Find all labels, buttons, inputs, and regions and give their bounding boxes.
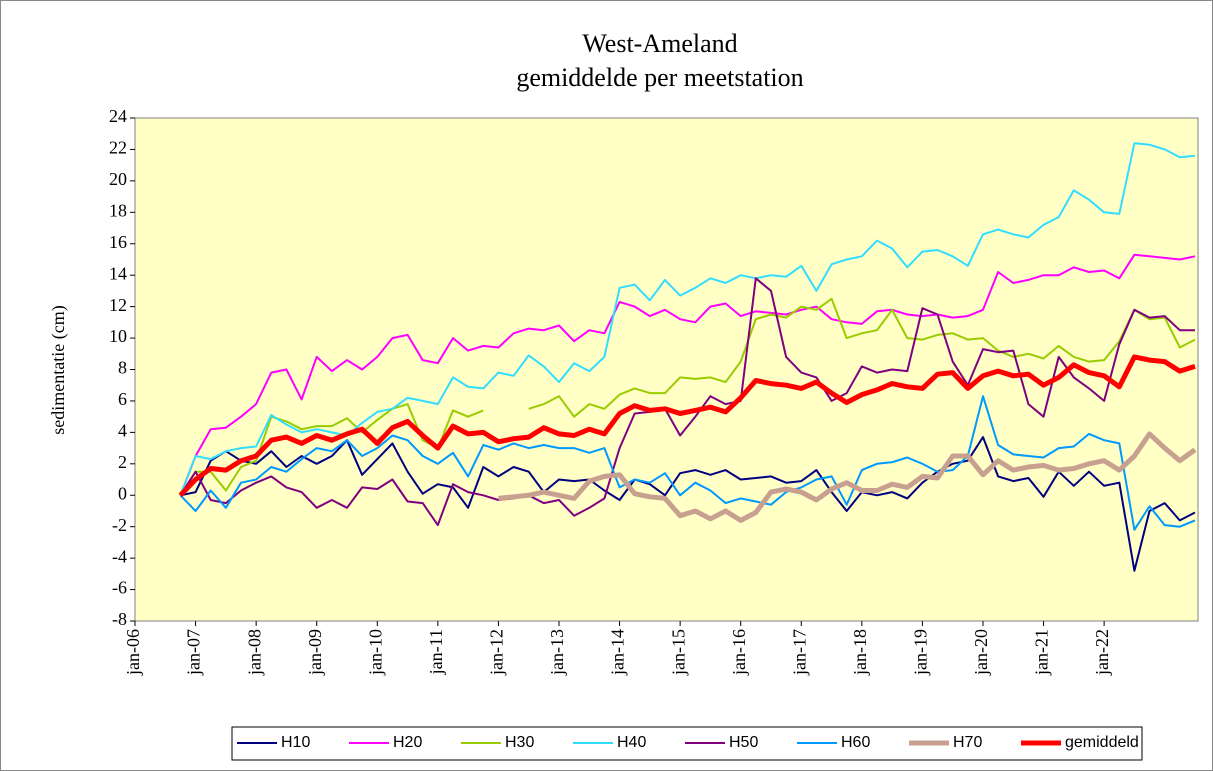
legend-label: H10 [281, 734, 310, 751]
y-tick-label: 10 [109, 326, 127, 346]
y-tick-label: -6 [112, 578, 127, 598]
x-tick-label: jan-17 [789, 629, 809, 676]
x-tick-label: jan-22 [1092, 629, 1112, 676]
y-tick-label: 0 [118, 483, 127, 503]
legend-label: H70 [953, 734, 982, 751]
series-line [180, 436, 1196, 572]
y-tick-label: -4 [112, 546, 127, 566]
series-line [178, 354, 1196, 498]
y-tick-label: -8 [112, 609, 127, 629]
legend-label: H20 [393, 734, 422, 751]
x-tick-label: jan-12 [487, 629, 507, 676]
y-tick-label: 20 [109, 169, 127, 189]
x-tick-label: jan-09 [305, 629, 325, 676]
chart-title: West-Ameland [582, 29, 737, 58]
x-tick-label: jan-18 [850, 629, 870, 676]
x-tick-label: jan-14 [608, 629, 628, 676]
y-tick-label: 2 [118, 452, 127, 472]
x-tick-label: jan-13 [547, 629, 567, 676]
x-tick-label: jan-08 [244, 629, 264, 676]
y-tick-label: -2 [112, 515, 127, 535]
y-tick-label: 8 [118, 358, 127, 378]
legend-label: gemiddeld [1065, 734, 1139, 751]
legend-label: H50 [729, 734, 758, 751]
legend-label: H60 [841, 734, 870, 751]
y-tick-label: 14 [109, 263, 127, 283]
legend-label: H30 [505, 734, 534, 751]
series-line [498, 431, 1197, 523]
x-tick-label: jan-06 [123, 629, 143, 676]
x-tick-label: jan-15 [668, 629, 688, 676]
legend-label: H40 [617, 734, 646, 751]
y-tick-label: 4 [118, 421, 127, 441]
x-tick-label: jan-07 [184, 629, 204, 676]
x-tick-label: jan-21 [1032, 629, 1052, 676]
series-line [179, 253, 1196, 496]
series-line [179, 395, 1196, 531]
series-line [179, 277, 1195, 527]
y-tick-label: 12 [109, 295, 127, 315]
x-tick-label: jan-11 [426, 629, 446, 675]
y-tick-label: 16 [109, 232, 127, 252]
x-tick-label: jan-10 [365, 629, 385, 676]
chart-subtitle: gemiddelde per meetstation [516, 63, 803, 92]
x-tick-label: jan-19 [911, 629, 931, 676]
y-tick-label: 24 [109, 106, 127, 126]
y-tick-label: 22 [109, 138, 127, 158]
y-tick-label: 18 [109, 200, 127, 220]
x-tick-label: jan-20 [971, 629, 991, 676]
y-axis-label: sedimentatie (cm) [48, 305, 69, 434]
plot-area [134, 117, 1199, 622]
x-tick-label: jan-16 [729, 629, 749, 676]
y-tick-label: 6 [118, 389, 127, 409]
